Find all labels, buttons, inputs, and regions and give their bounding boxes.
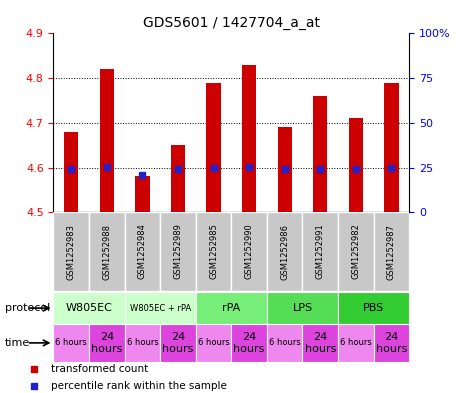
Text: protocol: protocol: [5, 303, 50, 313]
Bar: [100, 69, 114, 212]
Bar: [232, 212, 267, 291]
Text: PBS: PBS: [363, 303, 384, 313]
Bar: [196, 212, 232, 291]
Text: GSM1252991: GSM1252991: [316, 224, 325, 279]
Bar: [171, 145, 185, 212]
Bar: [135, 176, 150, 212]
Bar: [160, 324, 196, 362]
Text: GSM1252982: GSM1252982: [352, 224, 360, 279]
Text: GSM1252985: GSM1252985: [209, 224, 218, 279]
Text: time: time: [5, 338, 30, 348]
Text: GSM1252983: GSM1252983: [67, 224, 76, 279]
Bar: [374, 324, 409, 362]
Bar: [267, 212, 303, 291]
Bar: [313, 96, 327, 212]
Text: W805EC + rPA: W805EC + rPA: [130, 304, 191, 312]
Text: 6 hours: 6 hours: [198, 338, 229, 347]
Bar: [196, 324, 232, 362]
Bar: [232, 324, 267, 362]
Bar: [125, 212, 160, 291]
Text: GSM1252986: GSM1252986: [280, 224, 289, 279]
Text: GSM1252990: GSM1252990: [245, 224, 253, 279]
Bar: [303, 212, 338, 291]
Text: transformed count: transformed count: [51, 364, 148, 375]
Bar: [278, 127, 292, 212]
Bar: [267, 324, 302, 362]
Bar: [267, 292, 338, 324]
Text: 6 hours: 6 hours: [55, 338, 87, 347]
Bar: [349, 118, 363, 212]
Text: GSM1252988: GSM1252988: [102, 224, 111, 279]
Text: W805EC: W805EC: [66, 303, 113, 313]
Text: 6 hours: 6 hours: [126, 338, 158, 347]
Text: 6 hours: 6 hours: [340, 338, 372, 347]
Title: GDS5601 / 1427704_a_at: GDS5601 / 1427704_a_at: [143, 16, 320, 29]
Bar: [338, 324, 374, 362]
Text: GSM1252984: GSM1252984: [138, 224, 147, 279]
Bar: [196, 292, 267, 324]
Bar: [89, 324, 125, 362]
Text: percentile rank within the sample: percentile rank within the sample: [51, 381, 227, 391]
Bar: [374, 212, 409, 291]
Bar: [338, 292, 409, 324]
Bar: [242, 65, 256, 212]
Bar: [64, 132, 79, 212]
Bar: [384, 83, 399, 212]
Text: 24
hours: 24 hours: [91, 332, 122, 354]
Bar: [125, 292, 196, 324]
Text: 24
hours: 24 hours: [305, 332, 336, 354]
Bar: [53, 292, 125, 324]
Text: LPS: LPS: [292, 303, 312, 313]
Text: 24
hours: 24 hours: [376, 332, 407, 354]
Text: 24
hours: 24 hours: [233, 332, 265, 354]
Bar: [303, 324, 338, 362]
Text: GSM1252987: GSM1252987: [387, 224, 396, 279]
Text: 6 hours: 6 hours: [269, 338, 300, 347]
Bar: [125, 324, 160, 362]
Bar: [160, 212, 196, 291]
Bar: [89, 212, 125, 291]
Bar: [53, 324, 89, 362]
Text: rPA: rPA: [222, 303, 240, 313]
Bar: [206, 83, 221, 212]
Text: GSM1252989: GSM1252989: [173, 224, 182, 279]
Text: 24
hours: 24 hours: [162, 332, 193, 354]
Bar: [53, 212, 89, 291]
Bar: [338, 212, 374, 291]
